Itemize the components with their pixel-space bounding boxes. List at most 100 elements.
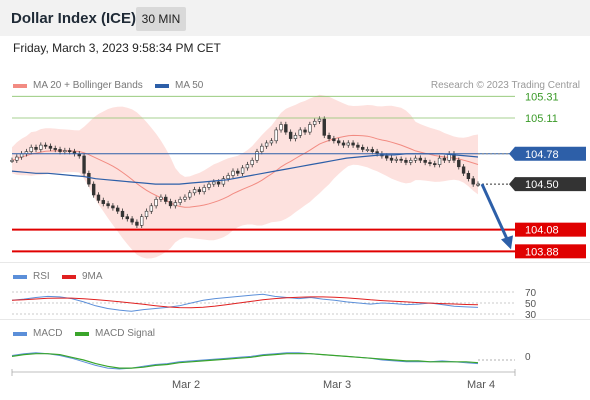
candle-body [457,159,461,168]
candle-body [322,118,326,136]
candle-body [346,142,350,146]
candle-body [240,167,245,174]
candle-body [67,150,72,153]
macd-legend-swatch [13,332,27,336]
candle-body [399,158,403,161]
candle-body [226,175,230,180]
candle-body [29,146,33,152]
macd-signal-line [11,353,479,369]
rsi-level-label: 70 [525,288,537,299]
timeframe-badge[interactable]: 30 MIN [136,7,186,31]
chart-datetime: Friday, March 3, 2023 9:58:34 PM CET [13,41,221,55]
candle-body [404,159,408,163]
macd-line [11,352,479,370]
candle-body [43,144,48,147]
candle-body [140,216,144,226]
candle-body [442,157,447,161]
candle-body [370,149,375,152]
candle-body [58,149,62,152]
level-104-50-tag [509,177,586,192]
candle-body [39,144,43,150]
candle-body [409,159,413,163]
forecast-arrow-shaft [480,183,511,244]
candle-body [264,142,269,147]
rsi9-legend-label: 9MA [82,271,103,282]
candle-body [255,151,259,161]
candle-body [101,200,105,204]
level-104-78-tag [509,146,586,161]
candle-body [428,162,432,164]
rsi-legend-label: RSI [33,271,50,282]
candle-body [173,202,178,207]
candle-body [341,142,346,146]
candle-body [361,146,365,150]
candle-body [471,178,475,185]
level-104-08-tag [515,222,586,237]
candle-body [418,157,423,161]
candle-body [298,129,302,136]
candle-body [154,199,158,207]
candle-body [87,172,91,185]
rsi-legend-swatch [13,275,27,279]
candle-body [221,178,226,185]
candle-body [159,196,163,200]
level-104-78-label: 104.78 [525,149,559,161]
candle-body [303,129,307,133]
candle-body [327,135,331,139]
level-103-88-tag [515,244,586,259]
candle-body [120,210,125,217]
candle-body [437,157,442,165]
level-104-08-label: 104.08 [525,225,559,237]
research-credit: Research © 2023 Trading Central [430,80,580,91]
candle-body [106,203,110,207]
candle-body [34,146,38,150]
candle-body [365,149,370,151]
candle-body [10,159,14,162]
candle-body [178,199,182,203]
level-105-31-label: 105.31 [525,91,559,103]
candle-body [385,155,389,159]
candle-body [413,157,418,161]
candle-body [144,210,149,217]
candle-body [288,131,293,139]
candle-body [82,155,86,174]
candle-body [351,142,355,146]
candle-body [135,221,139,226]
candle-body [433,163,437,166]
rsi-line [11,293,479,312]
price-panel-divider [0,262,590,263]
level-103-88-label: 103.88 [525,246,559,258]
rsi-level-label: 50 [525,299,537,310]
candle-body [423,159,427,163]
candle-body [260,145,264,152]
candle-body [212,181,216,185]
candle-body [466,172,471,180]
macd-zero-label: 0 [525,352,531,363]
candle-body [332,138,336,142]
macd-signal-legend-label: MACD Signal [95,328,156,339]
candle-body [245,164,250,169]
candle-body [207,183,211,188]
candle-body [125,216,129,220]
candle-body [183,196,187,200]
instrument-title: Dollar Index (ICE) [11,10,137,27]
level-104-50-label: 104.50 [525,179,559,191]
ma50-line [11,153,479,185]
candle-body [279,124,283,131]
macd-legend-label: MACD [33,328,63,339]
chart-header: Dollar Index (ICE) 30 MIN [0,0,590,36]
candle-body [231,170,235,176]
ma20-line [11,134,479,208]
candle-body [216,181,221,185]
candle-body [274,129,278,142]
candle-body [111,205,115,209]
macd-signal-legend-swatch [75,332,89,336]
candle-body [168,201,173,207]
candle-body [461,166,466,174]
candle-body [115,207,120,212]
candle-body [356,144,360,148]
candle-body [250,159,254,165]
rsi-9ma-line [11,296,479,309]
candle-body [96,194,101,201]
